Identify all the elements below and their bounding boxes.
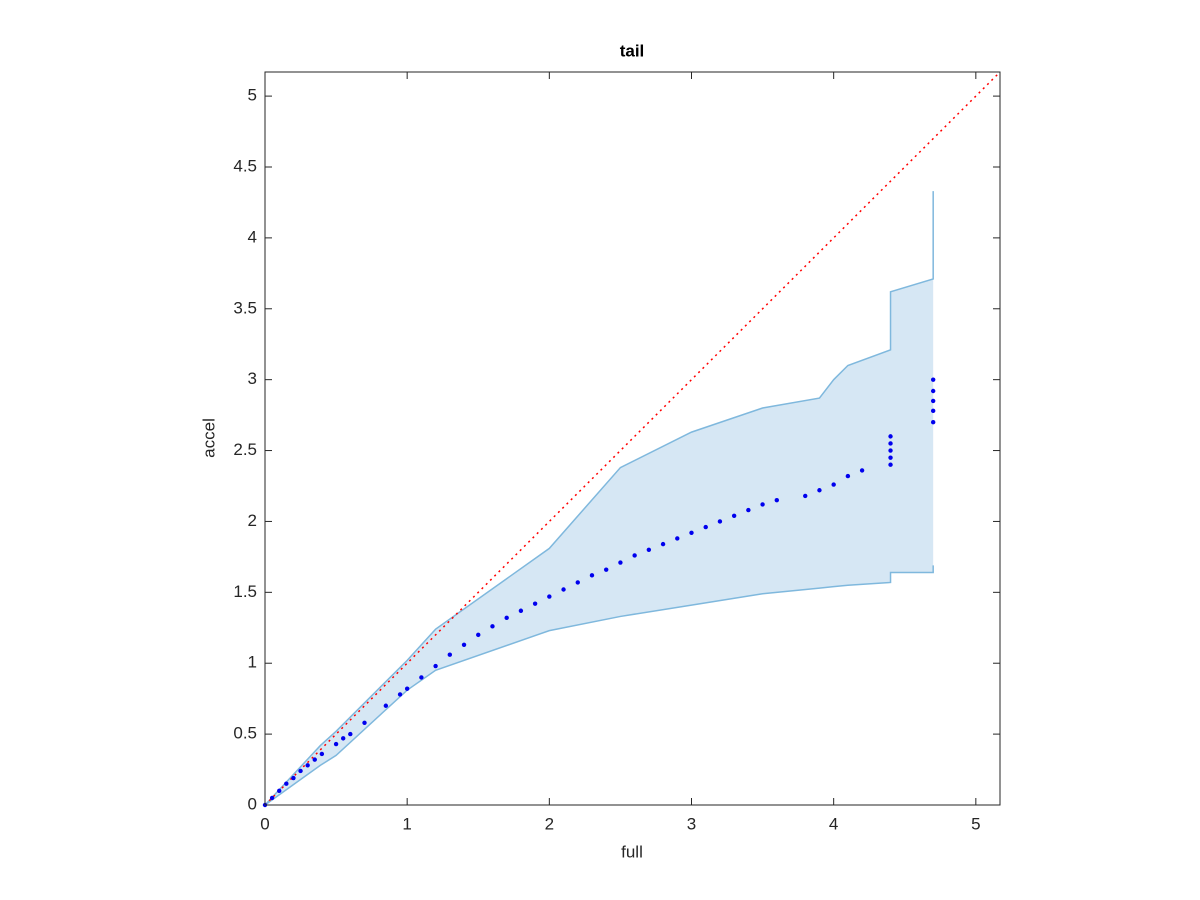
chart-title: tail xyxy=(620,41,645,60)
point xyxy=(689,530,694,535)
point xyxy=(419,675,424,680)
point xyxy=(490,624,495,629)
point xyxy=(547,594,552,599)
point xyxy=(319,751,325,757)
point xyxy=(888,455,893,460)
point xyxy=(277,788,282,794)
point xyxy=(461,642,467,647)
point xyxy=(333,741,339,747)
point xyxy=(632,553,637,558)
point xyxy=(305,763,310,768)
point xyxy=(362,720,367,725)
y-tick-label: 4 xyxy=(248,227,257,246)
point xyxy=(930,388,936,394)
point xyxy=(888,441,893,446)
point xyxy=(930,408,936,414)
point xyxy=(340,736,346,741)
band-upper xyxy=(264,191,934,806)
point xyxy=(447,652,453,657)
point xyxy=(646,547,652,552)
y-tick-label: 3 xyxy=(248,369,257,388)
x-tick-label: 1 xyxy=(402,814,411,833)
point xyxy=(348,731,353,737)
point xyxy=(404,686,410,691)
point xyxy=(930,398,936,404)
point xyxy=(888,434,893,439)
band-lower xyxy=(264,565,934,806)
point xyxy=(845,473,851,479)
reference-line xyxy=(264,71,1001,806)
point xyxy=(746,507,751,513)
y-tick-label: 0.5 xyxy=(233,724,257,743)
y-tick-label: 2 xyxy=(248,511,257,530)
point xyxy=(284,781,289,786)
y-tick-label: 1.5 xyxy=(233,582,257,601)
point xyxy=(760,502,765,507)
point xyxy=(269,795,275,801)
point xyxy=(660,541,666,547)
y-tick-label: 5 xyxy=(248,86,257,105)
point xyxy=(291,775,296,781)
point xyxy=(504,615,509,621)
y-axis-label: accel xyxy=(199,418,218,458)
point xyxy=(476,632,481,638)
point xyxy=(298,768,303,774)
y-tick-label: 1 xyxy=(248,653,257,672)
point xyxy=(717,519,723,524)
x-tick-label: 3 xyxy=(687,814,696,833)
point xyxy=(618,560,623,565)
y-tick-label: 2.5 xyxy=(233,440,257,459)
x-tick-label: 5 xyxy=(971,814,980,833)
point xyxy=(532,601,538,606)
point xyxy=(930,377,936,382)
point xyxy=(397,692,403,697)
point xyxy=(518,608,524,613)
y-tick-label: 0 xyxy=(248,794,257,813)
y-tick-label: 4.5 xyxy=(233,156,257,175)
point xyxy=(774,497,779,503)
point xyxy=(589,573,595,578)
point xyxy=(831,482,836,487)
point xyxy=(603,567,609,572)
point xyxy=(561,587,566,592)
point xyxy=(383,703,389,708)
x-axis-label: full xyxy=(621,842,643,861)
point xyxy=(575,580,580,585)
point xyxy=(859,468,865,473)
y-tick-label: 3.5 xyxy=(233,298,257,317)
point xyxy=(731,513,737,518)
point xyxy=(930,419,936,425)
point xyxy=(675,536,680,541)
point xyxy=(433,663,438,669)
point xyxy=(312,757,317,762)
point xyxy=(888,448,893,453)
band-area xyxy=(265,191,934,805)
x-tick-label: 4 xyxy=(829,814,838,833)
point xyxy=(703,524,708,530)
point xyxy=(817,488,822,493)
axes-box xyxy=(264,71,1001,806)
x-tick-label: 0 xyxy=(260,814,269,833)
point xyxy=(803,493,808,499)
x-tick-label: 2 xyxy=(545,814,554,833)
point xyxy=(888,462,893,467)
